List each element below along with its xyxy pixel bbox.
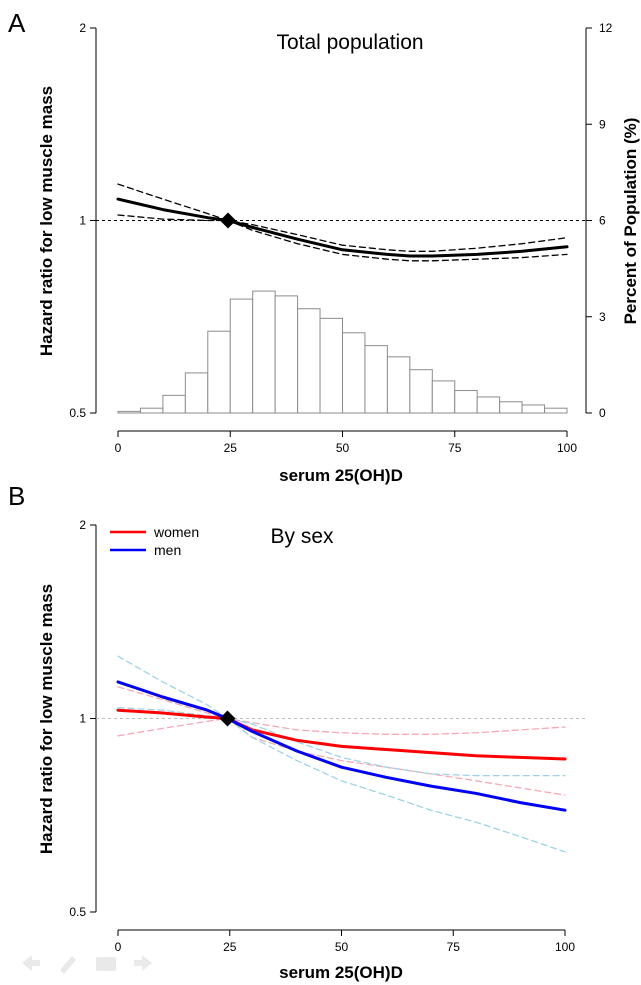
legend-label-women: women xyxy=(153,524,199,540)
panel-a-title: Total population xyxy=(276,31,423,54)
panel-a-y-tick-label: 0.5 xyxy=(69,406,86,420)
panel-a-y2-tick-label: 12 xyxy=(599,21,613,35)
panel-b-series-men-upper-ci xyxy=(117,655,566,777)
panel-a-series-lower-ci xyxy=(117,214,568,262)
panel-a-hist-bar xyxy=(207,330,231,414)
panel-a-y-axis-label: Hazard ratio for low muscle mass xyxy=(37,86,56,356)
panel-a-hist-bar xyxy=(252,290,276,414)
pencil-icon[interactable] xyxy=(60,956,76,974)
viewer-nav-controls xyxy=(22,955,152,974)
panel-b-title: By sex xyxy=(270,525,334,548)
panel-b-letter: B xyxy=(8,481,25,511)
panel-a-hist-bar xyxy=(521,404,546,414)
panel-a-hist-bar xyxy=(544,407,568,414)
panel-a-hist-bar xyxy=(274,295,299,414)
panel-b: B By sex 0.5 1 2 0 25 50 75 100 women men serum… xyxy=(8,481,586,982)
panel-a-hist-bar xyxy=(162,394,186,414)
panel-a-letter: A xyxy=(8,8,26,38)
panel-a-hist-bar xyxy=(364,345,388,414)
back-arrow-icon[interactable] xyxy=(22,955,40,971)
panel-b-axes: 0.5 1 2 0 25 50 75 100 xyxy=(69,518,575,954)
panel-a-y2-tick-label: 6 xyxy=(599,214,606,228)
panel-a-x-tick-label: 25 xyxy=(224,441,238,455)
panel-a-y-tick-label: 2 xyxy=(79,21,86,35)
panel-b-x-tick-label: 25 xyxy=(223,940,237,954)
panel-b-x-tick-label: 75 xyxy=(447,940,461,954)
panel-a-y-tick-label: 1 xyxy=(79,214,86,228)
panel-a-y2-tick-label: 9 xyxy=(599,117,606,131)
panel-b-y-tick-label: 1 xyxy=(79,712,86,726)
panel-b-x-tick-label: 100 xyxy=(555,940,575,954)
panel-b-lines xyxy=(96,655,586,853)
panel-a-hist-bar xyxy=(386,356,411,414)
panel-a-y2-axis-label: Percent of Population (%) xyxy=(621,118,640,325)
panel-a-hist-bar xyxy=(184,372,209,414)
panel-a-histogram xyxy=(117,290,568,414)
panel-a-x-tick-label: 100 xyxy=(557,441,577,455)
panel-b-series-men-lower-ci xyxy=(117,706,566,853)
panel-a-hist-bar xyxy=(342,332,366,414)
panel-a-hist-bar xyxy=(117,410,141,414)
panel-b-y-axis-label: Hazard ratio for low muscle mass xyxy=(37,584,56,854)
panel-a-y2-tick-label: 3 xyxy=(599,310,606,324)
panel-b-y-tick-label: 2 xyxy=(79,518,86,532)
panel-b-series-men xyxy=(116,680,567,812)
panel-a-series-upper-ci xyxy=(117,183,568,252)
panel-b-x-axis-label: serum 25(OH)D xyxy=(279,963,403,982)
panel-a-hist-bar xyxy=(229,298,254,414)
menu-icon[interactable] xyxy=(96,957,116,971)
panel-a-hist-bar xyxy=(297,308,321,414)
panel-a-x-tick-label: 0 xyxy=(115,441,122,455)
panel-a-x-tick-label: 75 xyxy=(448,441,462,455)
panel-b-x-tick-label: 0 xyxy=(115,940,122,954)
panel-a-y2-tick-label: 0 xyxy=(599,406,606,420)
panel-a-hist-bar xyxy=(431,380,456,414)
panel-b-legend: women men xyxy=(110,524,199,558)
panel-a-hist-bar xyxy=(139,407,164,414)
panel-b-series-women-lower-ci xyxy=(117,717,566,796)
panel-a-lines xyxy=(96,183,586,262)
panel-a-hist-bar xyxy=(454,390,478,414)
panel-a-reference-diamond xyxy=(220,212,237,229)
panel-b-series-women xyxy=(116,708,567,761)
panel-a-x-tick-label: 50 xyxy=(336,441,350,455)
forward-arrow-icon[interactable] xyxy=(134,955,152,971)
panel-b-reference-diamond xyxy=(219,710,236,727)
panel-a-series-estimate xyxy=(116,197,569,258)
panel-a-hist-bar xyxy=(499,401,523,414)
panel-b-x-tick-label: 50 xyxy=(335,940,349,954)
panel-a-hist-bar xyxy=(409,369,433,414)
panel-a-hist-bar xyxy=(319,317,343,414)
panel-b-y-tick-label: 0.5 xyxy=(69,905,86,919)
panel-a-x-axis-label: serum 25(OH)D xyxy=(279,466,403,485)
panel-b-series-women-upper-ci xyxy=(117,686,566,735)
legend-label-men: men xyxy=(154,542,181,558)
panel-a-hist-bar xyxy=(476,396,501,414)
